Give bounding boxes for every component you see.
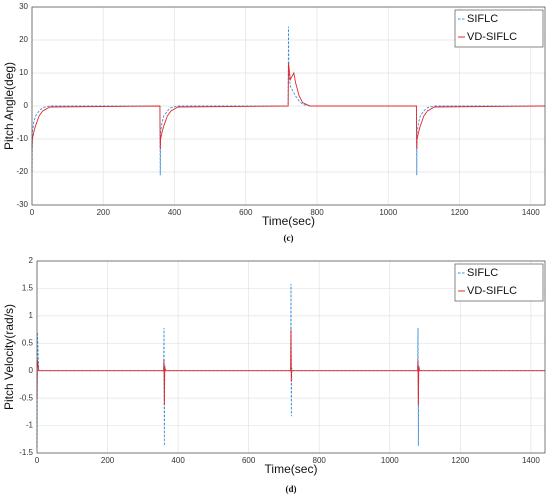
caption: (d) <box>286 484 297 494</box>
y-tick-label: -20 <box>16 167 28 176</box>
y-tick-label: 0.5 <box>22 338 34 347</box>
y-tick-label: -0.5 <box>19 393 33 402</box>
x-tick-label: 800 <box>310 208 324 217</box>
x-tick-label: 600 <box>239 208 253 217</box>
series-line <box>31 26 545 176</box>
y-axis-label: Pitch Velocity(rad/s) <box>2 304 16 410</box>
caption: (c) <box>284 233 294 243</box>
y-tick-label: 0 <box>29 366 34 375</box>
x-axis-label: Time(sec) <box>265 462 318 476</box>
legend-box <box>454 263 544 302</box>
x-tick-label: 1200 <box>451 456 469 465</box>
x-tick-label: 200 <box>101 456 115 465</box>
y-tick-label: 20 <box>19 35 28 44</box>
y-tick-label: -10 <box>16 134 28 143</box>
y-tick-label: 1.5 <box>22 284 34 293</box>
y-tick-label: -1.5 <box>19 448 33 457</box>
y-tick-label: 0 <box>24 101 29 110</box>
legend-label: VD-SIFLC <box>467 285 517 297</box>
legend-box <box>454 9 544 48</box>
series-line <box>36 284 545 448</box>
legend-label: SIFLC <box>467 267 498 279</box>
x-axis-label: Time(sec) <box>262 214 315 228</box>
x-tick-label: 1000 <box>381 456 399 465</box>
x-tick-label: 0 <box>30 208 35 217</box>
x-tick-label: 1400 <box>522 208 540 217</box>
y-tick-label: 1 <box>29 311 34 320</box>
y-tick-label: -30 <box>16 200 28 209</box>
axes-frame <box>31 6 546 206</box>
y-tick-label: 2 <box>29 256 34 265</box>
legend-label: VD-SIFLC <box>467 31 517 43</box>
y-tick-label: 30 <box>19 2 28 11</box>
legend-label: SIFLC <box>467 13 498 25</box>
x-tick-label: 0 <box>35 456 40 465</box>
x-tick-label: 200 <box>97 208 111 217</box>
x-tick-label: 600 <box>242 456 256 465</box>
x-tick-label: 400 <box>171 456 185 465</box>
x-tick-label: 800 <box>313 456 327 465</box>
x-tick-label: 1000 <box>379 208 397 217</box>
y-tick-label: 10 <box>19 68 28 77</box>
x-tick-label: 400 <box>168 208 182 217</box>
x-tick-label: 1400 <box>522 456 540 465</box>
y-axis-label: Pitch Angle(deg) <box>2 62 16 150</box>
y-tick-label: -1 <box>26 421 34 430</box>
axes-frame <box>36 260 546 454</box>
series-line <box>36 329 545 406</box>
series-line <box>31 63 546 149</box>
x-tick-label: 1200 <box>451 208 469 217</box>
